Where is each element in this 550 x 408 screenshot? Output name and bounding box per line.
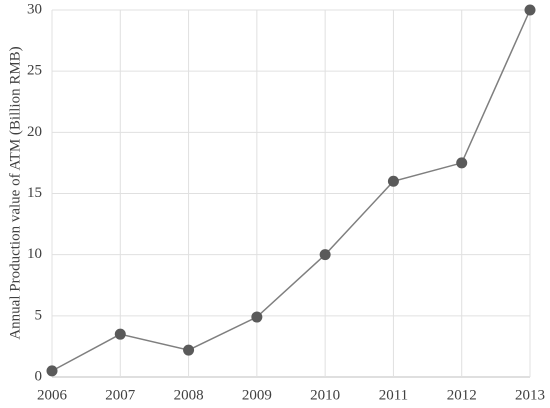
- point: [524, 4, 536, 16]
- y-tick-label: 10: [27, 246, 42, 262]
- y-axis-label: Annual Production value of ATM (Billion …: [7, 46, 23, 339]
- point: [183, 344, 195, 356]
- x-tick-label: 2011: [379, 387, 408, 403]
- x-tick-label: 2009: [242, 387, 272, 403]
- y-tick-label: 25: [27, 63, 42, 79]
- x-tick-label: 2006: [37, 387, 68, 403]
- y-tick-label: 5: [35, 307, 43, 323]
- x-tick-label: 2010: [310, 387, 340, 403]
- point: [456, 157, 468, 169]
- point: [319, 249, 331, 261]
- point: [114, 328, 126, 340]
- x-tick-label: 2008: [174, 387, 204, 403]
- line: [51, 9, 531, 372]
- x-tick-label: 2012: [447, 387, 477, 403]
- y-tick-label: 15: [27, 185, 42, 201]
- point: [251, 311, 263, 323]
- y-tick-label: 0: [35, 368, 43, 384]
- y-tick-label: 30: [27, 1, 42, 17]
- y-tick-label: 20: [27, 124, 42, 140]
- point: [46, 365, 58, 377]
- x-tick-label: 2013: [515, 387, 545, 403]
- x-tick-label: 2007: [105, 387, 136, 403]
- point: [387, 175, 399, 187]
